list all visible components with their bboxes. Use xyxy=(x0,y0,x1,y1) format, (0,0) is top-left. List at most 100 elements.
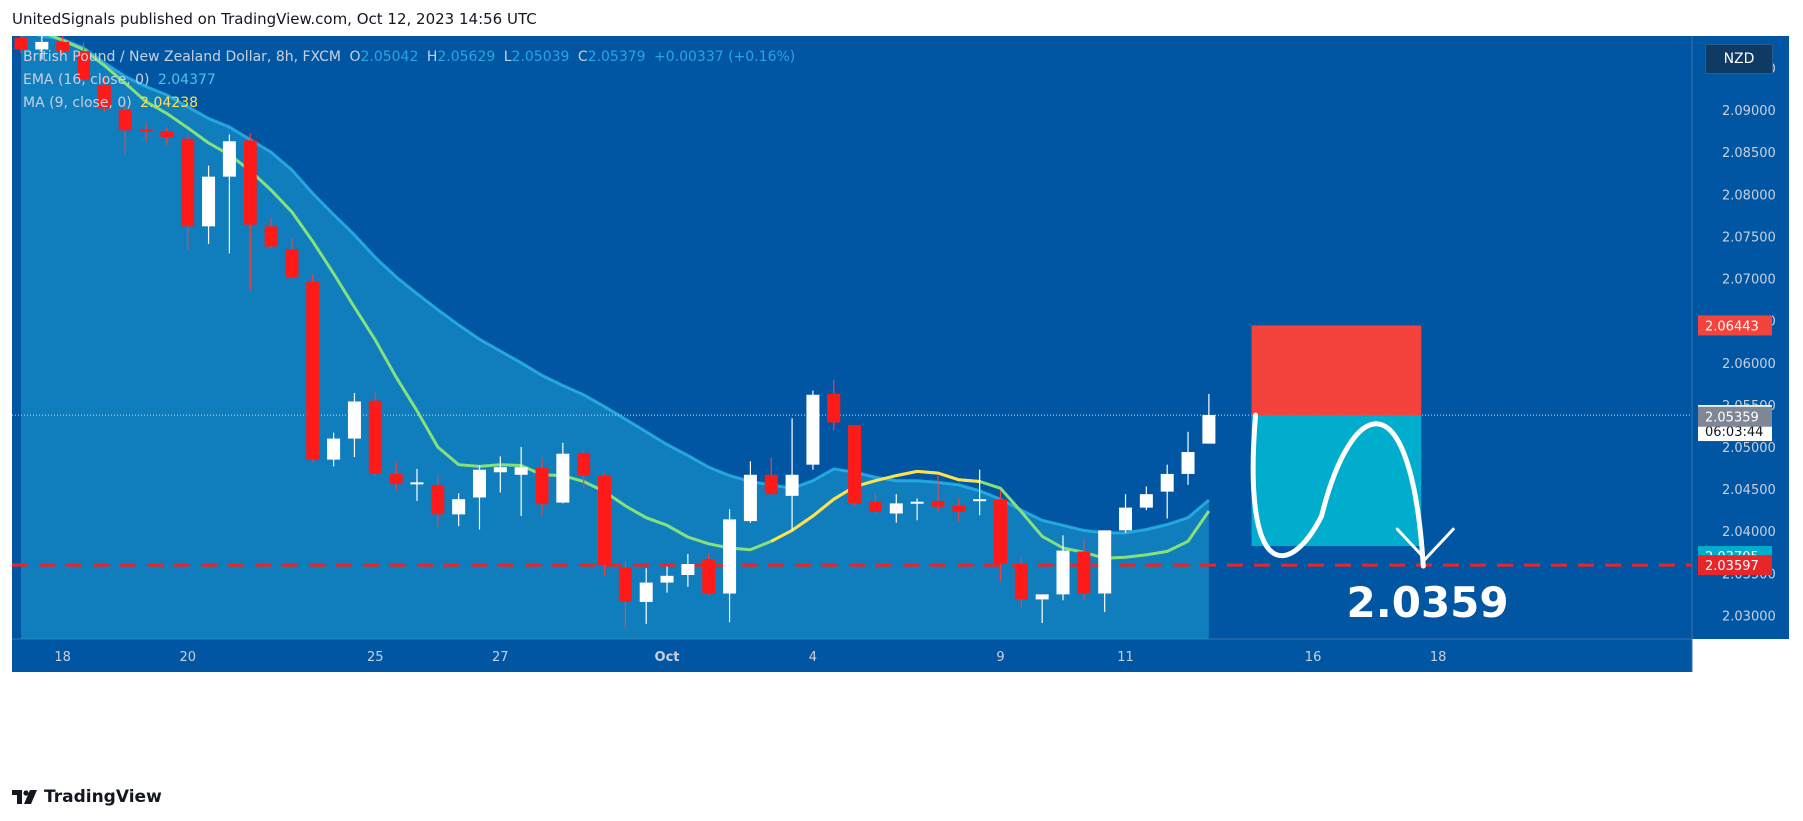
projection-curve xyxy=(1250,412,1426,569)
down-arrow-icon xyxy=(1395,527,1455,561)
price-change: +0.00337 (+0.16%) xyxy=(654,49,796,65)
candle-body xyxy=(1181,452,1195,474)
price-tick-label: 2.04500 xyxy=(1722,483,1776,498)
candle-bearish xyxy=(181,134,195,250)
candle-body xyxy=(1139,494,1153,508)
candle-bullish xyxy=(1202,393,1216,444)
candle-body xyxy=(222,141,236,177)
candle-bullish xyxy=(1119,494,1133,533)
candle-bullish xyxy=(806,390,820,470)
candle-bearish xyxy=(368,391,382,476)
candle-body xyxy=(1160,473,1174,492)
time-tick-label: 27 xyxy=(492,650,509,665)
price-tick-label: 2.04000 xyxy=(1722,525,1776,540)
candle-bullish xyxy=(514,446,528,517)
candle-bullish xyxy=(222,134,236,254)
candle-bullish xyxy=(472,465,486,530)
candle-body xyxy=(1035,594,1049,600)
price-chart[interactable]: 2.095002.090002.085002.080002.075002.070… xyxy=(12,36,1789,774)
candle-bullish xyxy=(1056,535,1070,601)
candle-bullish xyxy=(347,393,361,458)
ma-label: MA (9, close, 0) xyxy=(23,95,132,111)
candle-body xyxy=(472,469,486,498)
candle-body xyxy=(723,519,737,594)
candle-body xyxy=(952,505,966,512)
candle-bullish xyxy=(410,468,424,501)
ema-band-fill xyxy=(21,36,1209,639)
candle-body xyxy=(702,558,716,594)
candle-bullish xyxy=(889,494,903,523)
candle-body xyxy=(910,501,924,504)
ema-value: 2.04377 xyxy=(157,72,216,88)
time-tick-label: 9 xyxy=(996,650,1004,665)
candle-body xyxy=(327,438,341,460)
candle-body xyxy=(598,475,612,565)
time-tick-label: 25 xyxy=(367,650,384,665)
trade-setup-layer[interactable] xyxy=(1250,325,1455,569)
price-axis-label: 2.05359 xyxy=(1698,406,1772,427)
candle-body xyxy=(1014,564,1028,600)
ma-line-layer xyxy=(48,36,1211,560)
candle-body xyxy=(764,474,778,495)
candle-body xyxy=(264,226,278,247)
time-tick-label: Oct xyxy=(655,650,680,665)
candle-bearish xyxy=(535,457,549,516)
time-tick-label: 20 xyxy=(179,650,196,665)
candle-bearish xyxy=(56,36,70,55)
price-tick-label: 2.08500 xyxy=(1722,146,1776,161)
legend-ema-row[interactable]: EMA (16, close, 0) 2.04377 xyxy=(23,69,799,92)
tradingview-logo-icon xyxy=(12,790,37,804)
candle-bearish xyxy=(618,561,632,629)
publish-header: UnitedSignals published on TradingView.c… xyxy=(12,10,537,28)
time-tick-label: 18 xyxy=(1430,650,1447,665)
ohlc-low: L2.05039 xyxy=(503,49,570,65)
candle-body xyxy=(306,281,320,460)
candles-layer[interactable] xyxy=(14,36,1216,629)
chart-area[interactable]: 2.095002.090002.085002.080002.075002.070… xyxy=(12,36,1789,774)
price-axis-label: 2.03597 xyxy=(1698,555,1772,576)
candle-bullish xyxy=(723,509,737,623)
candle-body xyxy=(14,37,28,50)
candle-bearish xyxy=(264,217,278,249)
legend-ma-row[interactable]: MA (9, close, 0) 2.04238 xyxy=(23,92,799,115)
candle-body xyxy=(431,484,445,515)
candle-body xyxy=(285,249,299,278)
candle-bullish xyxy=(327,432,341,467)
candle-body xyxy=(368,400,382,474)
candle-body xyxy=(806,394,820,465)
time-tick-label: 18 xyxy=(54,650,71,665)
tradingview-branding[interactable]: TradingView xyxy=(12,787,162,807)
ema-line xyxy=(36,36,1210,535)
candle-bearish xyxy=(1014,557,1028,609)
candle-bullish xyxy=(556,442,570,504)
time-tick-label: 16 xyxy=(1305,650,1322,665)
price-label-box xyxy=(1698,406,1772,427)
candle-bearish xyxy=(389,461,403,491)
currency-badge[interactable]: NZD xyxy=(1705,44,1773,74)
ohlc-high: H2.05629 xyxy=(426,49,496,65)
candle-bullish xyxy=(639,568,653,624)
candle-bullish xyxy=(1181,431,1195,485)
candle-bearish xyxy=(931,475,945,512)
candle-bullish xyxy=(1160,464,1174,519)
candle-bullish xyxy=(1098,530,1112,613)
candle-bullish xyxy=(681,553,695,587)
candle-body xyxy=(1202,414,1216,444)
countdown-text: 06:03:44 xyxy=(1705,425,1763,440)
price-label-box xyxy=(1698,315,1772,336)
candle-body xyxy=(639,582,653,602)
candle-body xyxy=(556,453,570,503)
candle-bearish xyxy=(952,498,966,522)
price-tick-label: 2.08000 xyxy=(1722,188,1776,203)
candle-body xyxy=(868,501,882,512)
candle-body xyxy=(931,500,945,507)
price-tick-label: 2.09000 xyxy=(1722,104,1776,119)
time-axis[interactable]: 18 20 25 27 Oct 4 9 11 16 18 xyxy=(54,650,1446,665)
price-tick-label: 2.03000 xyxy=(1722,609,1776,624)
price-tick-label: 2.05000 xyxy=(1722,441,1776,456)
candle-bearish xyxy=(598,473,612,575)
candle-bearish xyxy=(764,457,778,495)
candle-body xyxy=(660,575,674,583)
candle-body xyxy=(410,482,424,485)
price-axis-label: 2.06443 xyxy=(1698,315,1772,336)
